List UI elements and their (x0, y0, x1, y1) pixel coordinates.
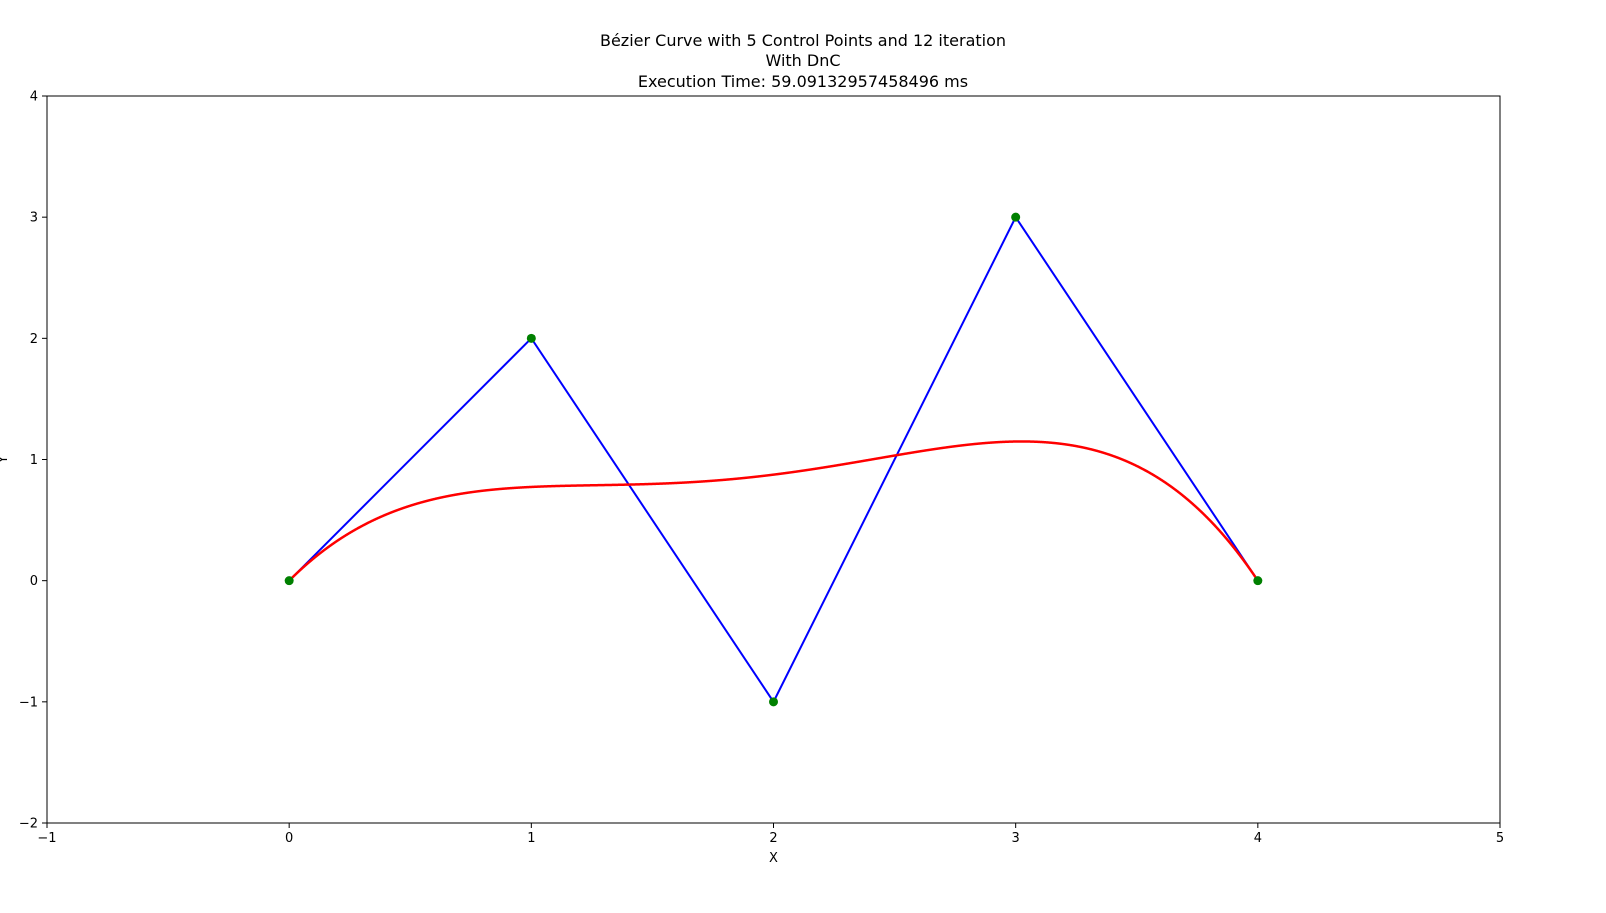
chart-title: Bézier Curve with 5 Control Points and 1… (599, 31, 1007, 50)
x-tick-label: 0 (285, 831, 293, 846)
control-point (1253, 576, 1263, 586)
x-tick-label: 3 (1012, 831, 1020, 846)
axes-frame (46, 95, 1501, 824)
y-tick-label: 0 (30, 574, 38, 589)
x-tick-label: 1 (527, 831, 535, 846)
x-tick-label: −1 (37, 831, 56, 846)
execution-time-label: Execution Time: 59.09132957458496 ms (637, 72, 969, 91)
control-point (1011, 212, 1021, 222)
x-tick-label: 2 (769, 831, 777, 846)
x-axis-label: X (769, 851, 778, 866)
control-point (526, 333, 536, 343)
y-tick-label: 1 (30, 453, 38, 468)
y-tick-label: 3 (30, 211, 38, 226)
control-polygon-line (288, 215, 1259, 704)
y-tick-label: −2 (19, 817, 38, 832)
control-point (769, 697, 778, 707)
y-tick-label: −1 (19, 695, 38, 710)
bezier-curve-line (288, 440, 1259, 582)
chart-subtitle: With DnC (765, 51, 841, 70)
x-tick-label: 5 (1496, 831, 1504, 846)
y-axis-ticks: −2 −1 0 1 2 3 4 (19, 90, 47, 832)
x-tick-label: 4 (1254, 831, 1262, 846)
x-axis-ticks: −1 0 1 2 3 4 5 (37, 823, 1504, 846)
plot-area (284, 212, 1263, 707)
y-tick-label: 4 (30, 90, 38, 105)
y-tick-label: 2 (30, 332, 38, 347)
y-axis-label: Y (0, 455, 11, 464)
control-point (284, 576, 294, 586)
